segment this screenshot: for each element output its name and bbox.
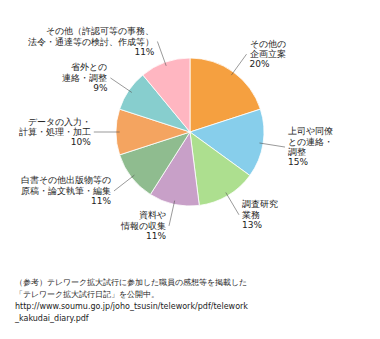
category-label-line: 情報の収集 (120, 220, 166, 230)
category-label-line: 資料や (139, 210, 166, 220)
category-label-line: 調査研究 (242, 199, 278, 209)
category-label-line: その他の (250, 38, 286, 48)
category-label: 資料や情報の収集 (120, 210, 166, 231)
note-line: （参考）テレワーク拡大試行に参加した職員の感想等を掲載した (15, 278, 247, 287)
slice-label: 調査研究業務13% (242, 199, 278, 230)
data-label: 11% (146, 231, 166, 241)
category-label-line: 法令・通達等の検討、作成等） (28, 36, 154, 46)
category-label: その他（許認可等の事務、法令・通達等の検討、作成等） (28, 25, 154, 46)
data-label: 15% (288, 157, 308, 167)
slice-label: 資料や情報の収集11% (120, 210, 166, 241)
note-line: http://www.soumu.go.jp/joho_tsusin/telew… (15, 302, 248, 311)
note-line: 「テレワーク拡大試行日記」を公開中。 (15, 290, 159, 299)
category-label: 省外との連絡・調整 (62, 62, 107, 83)
leader-line (114, 175, 134, 191)
slice (190, 132, 250, 205)
data-label: 9% (93, 83, 108, 93)
slice-label: その他の企画立案20% (250, 38, 286, 69)
note-line: _kakudai_diary.pdf (14, 314, 89, 323)
category-label-line: 調整 (288, 147, 306, 157)
note: （参考）テレワーク拡大試行に参加した職員の感想等を掲載した「テレワーク拡大試行日… (14, 278, 248, 323)
category-label: 上司や同僚との連絡・調整 (288, 126, 333, 157)
category-label: 白書その他出版物等の原稿・論文執筆・編集 (21, 175, 111, 196)
slice-label: 上司や同僚との連絡・調整15% (288, 126, 333, 168)
category-label: 調査研究業務 (242, 199, 278, 220)
leader-line (157, 41, 166, 65)
leader-line (94, 132, 120, 133)
data-label: 20% (250, 59, 270, 69)
leader-line (110, 78, 131, 93)
slice-label: データの入力・計算・処理・加工10% (19, 116, 91, 147)
leader-line (231, 54, 246, 75)
pie (116, 58, 264, 206)
leader-line (169, 201, 175, 226)
data-label: 11% (91, 196, 111, 206)
slice-label: 省外との連絡・調整9% (62, 62, 107, 93)
slice-label: 白書その他出版物等の原稿・論文執筆・編集11% (21, 175, 111, 206)
category-label-line: その他（許認可等の事務、 (46, 25, 154, 35)
data-label: 11% (134, 46, 154, 56)
category-label-line: 連絡・調整 (62, 72, 107, 82)
category-label-line: 企画立案 (250, 49, 286, 59)
category-label-line: データの入力・ (28, 116, 91, 126)
category-label-line: 上司や同僚 (288, 126, 333, 136)
slices (116, 58, 264, 206)
labels: その他の企画立案20% 上司や同僚との連絡・調整15% 調査研究業務13% 資料や情報… (19, 25, 333, 240)
category-label: その他の企画立案 (250, 38, 286, 59)
data-label: 13% (242, 220, 262, 230)
category-label-line: 業務 (242, 209, 260, 219)
leader-line (259, 143, 285, 147)
slice (143, 58, 190, 132)
leader-line (226, 193, 239, 215)
category-label-line: 原稿・論文執筆・編集 (21, 185, 111, 195)
data-label: 10% (71, 137, 91, 147)
category-label: データの入力・計算・処理・加工 (19, 116, 91, 137)
category-label-line: 省外との (71, 62, 107, 72)
category-label-line: との連絡・ (288, 136, 333, 146)
category-label-line: 計算・処理・加工 (19, 127, 91, 137)
chart: その他の企画立案20% 上司や同僚との連絡・調整15% 調査研究業務13% 資料や情報… (0, 0, 380, 339)
category-label-line: 白書その他出版物等の (21, 175, 111, 185)
slice-label: その他（許認可等の事務、法令・通達等の検討、作成等）11% (28, 25, 154, 56)
